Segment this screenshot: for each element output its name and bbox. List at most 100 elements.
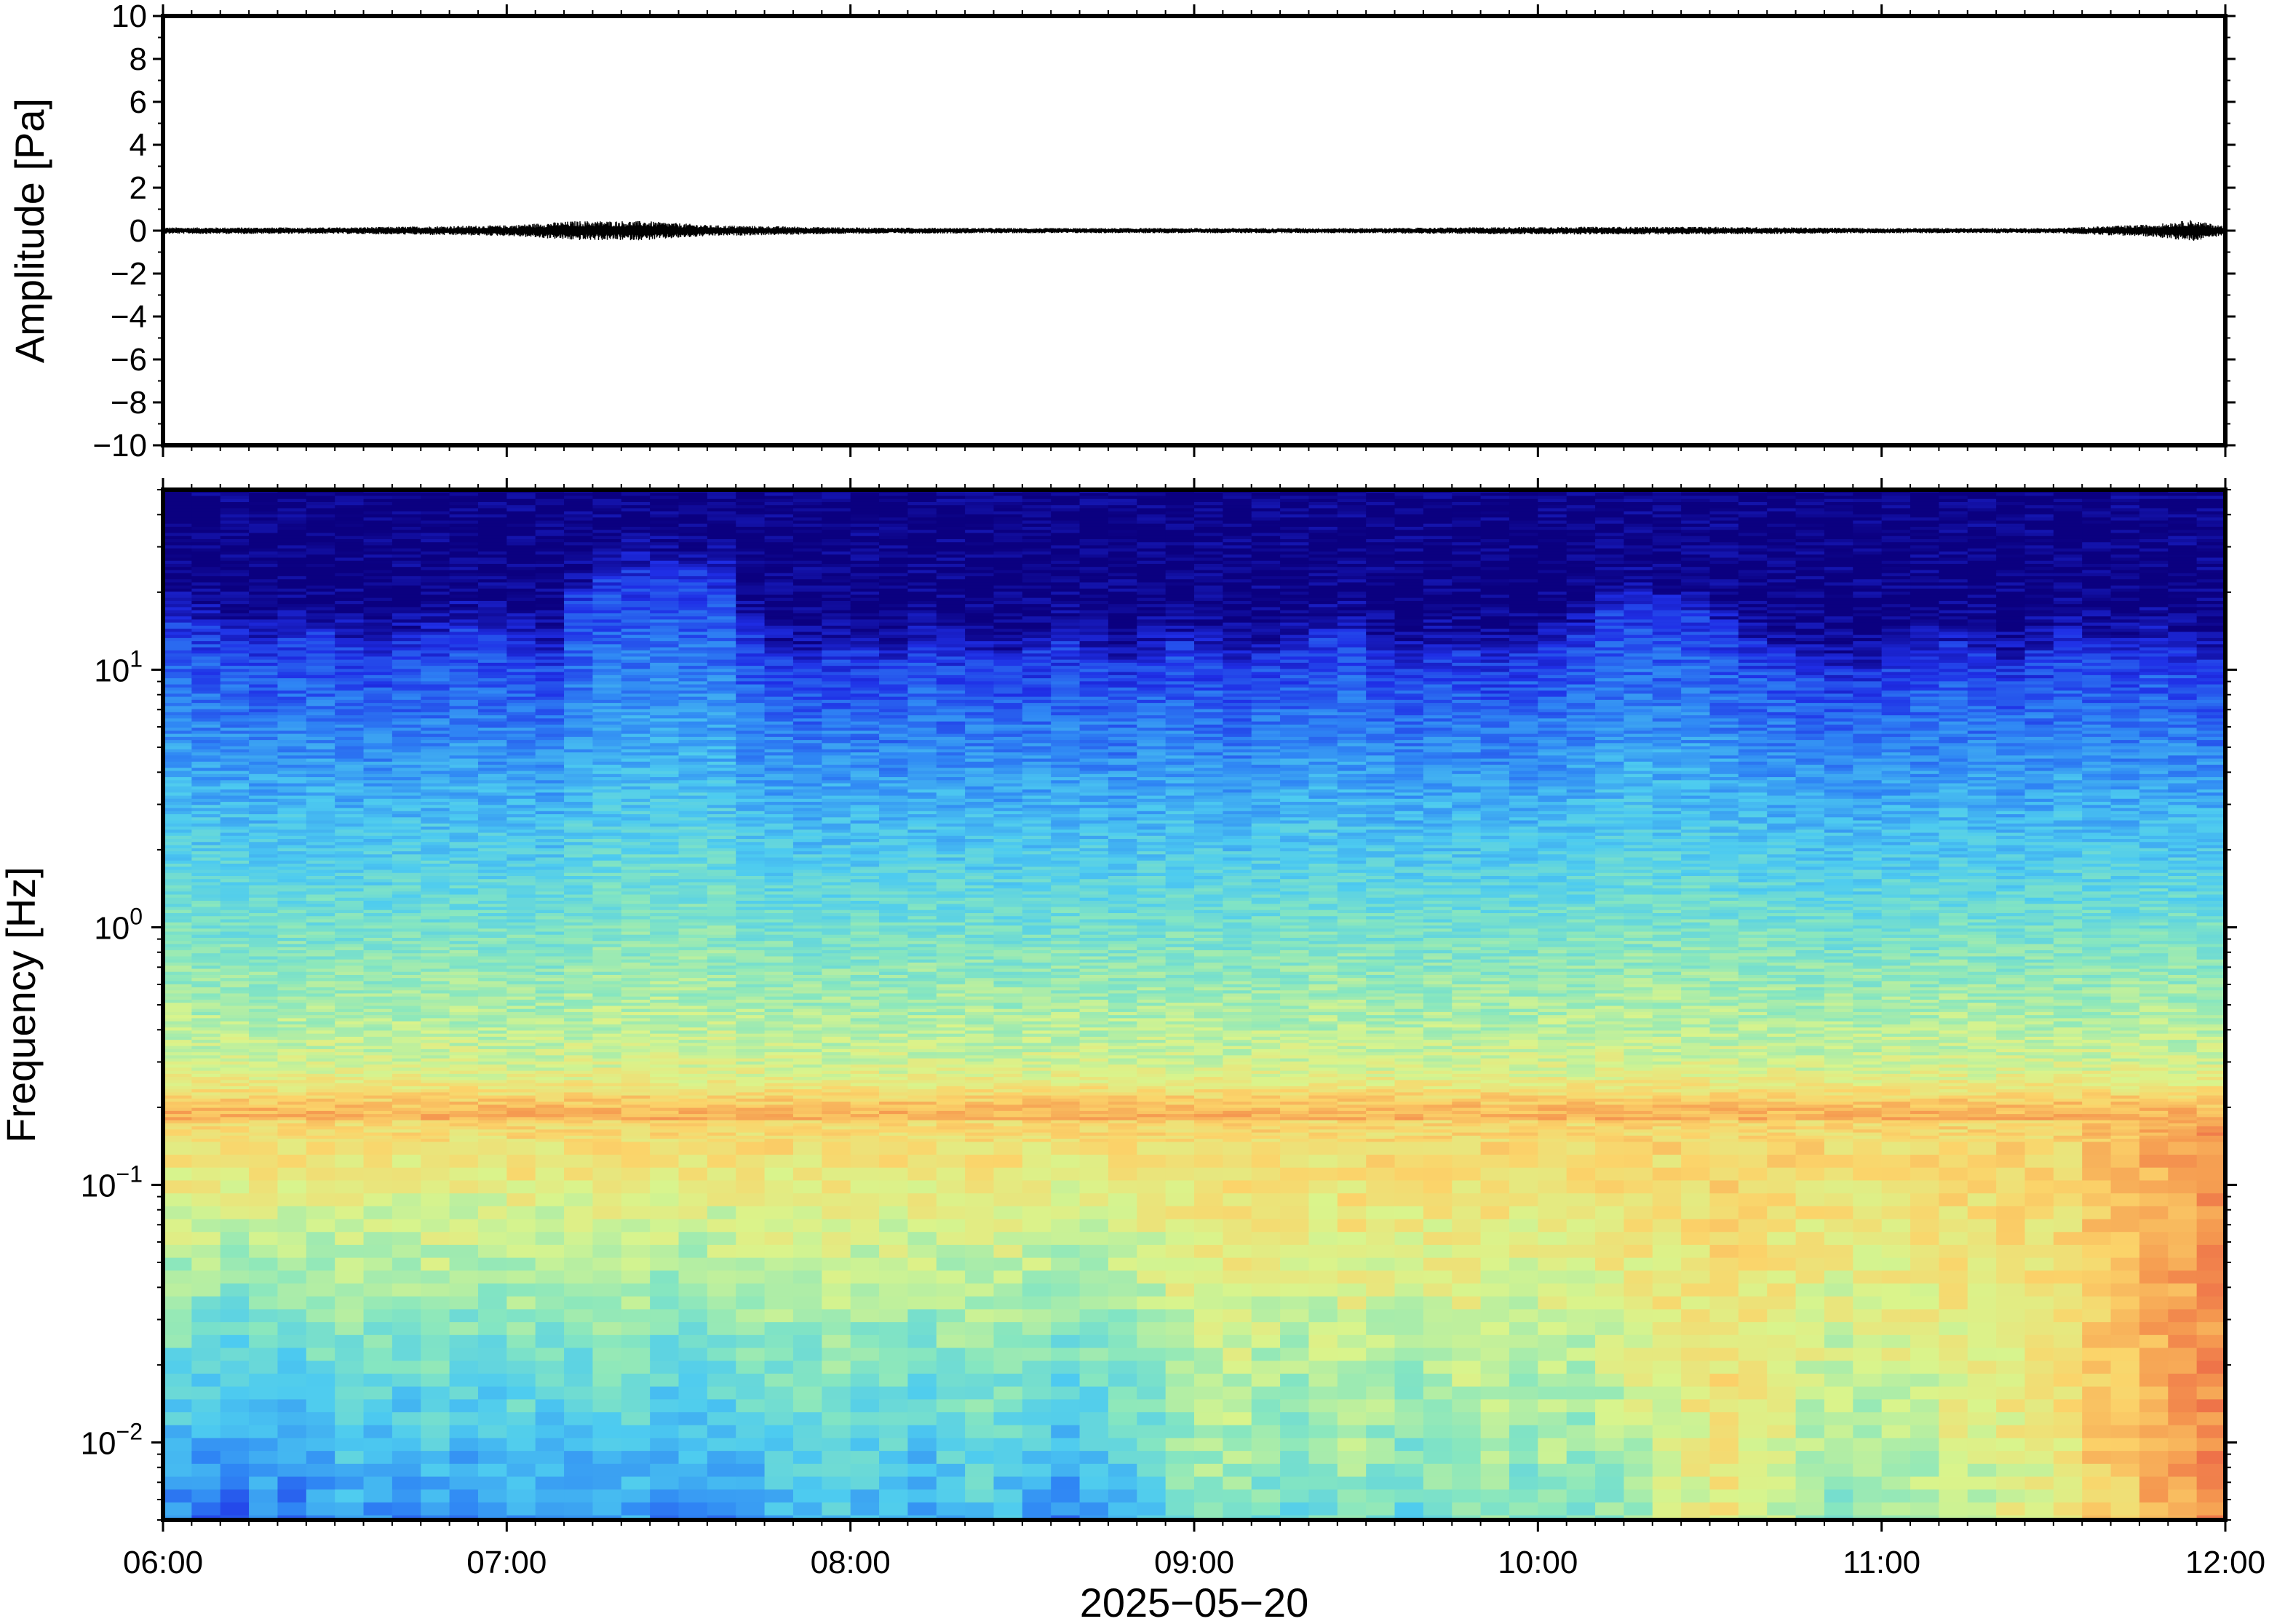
spectrogram-cell bbox=[535, 1058, 565, 1062]
spectrogram-cell bbox=[535, 981, 565, 985]
spectrogram-cell bbox=[277, 829, 307, 834]
spectrogram-cell bbox=[249, 656, 279, 661]
spectrogram-cell bbox=[564, 857, 594, 861]
spectrogram-cell bbox=[621, 622, 651, 626]
spectrogram-cell bbox=[249, 592, 279, 596]
spectrogram-cell bbox=[650, 724, 680, 728]
spectrogram-cell bbox=[363, 653, 393, 657]
spectrogram-cell bbox=[335, 616, 365, 621]
spectrogram-cell bbox=[621, 1110, 651, 1115]
spectrogram-cell bbox=[564, 1018, 594, 1022]
spectrogram-cell bbox=[477, 1040, 507, 1043]
spectrogram-cell bbox=[306, 798, 335, 803]
spectrogram-cell bbox=[592, 570, 622, 574]
spectrogram-cell bbox=[535, 752, 565, 756]
spectrogram-cell bbox=[163, 610, 192, 614]
spectrogram-cell bbox=[163, 582, 192, 586]
spectrogram-cell bbox=[392, 1030, 421, 1035]
spectrogram-cell bbox=[707, 542, 736, 546]
spectrogram-cell bbox=[421, 758, 450, 763]
spectrogram-cell bbox=[707, 709, 736, 713]
spectrogram-cell bbox=[449, 579, 479, 584]
spectrogram-cell bbox=[191, 740, 221, 744]
spectrogram-cell bbox=[707, 919, 736, 923]
spectrogram-cell bbox=[477, 1412, 507, 1426]
spectrogram-cell bbox=[650, 984, 680, 988]
spectrogram-cell bbox=[592, 1425, 622, 1439]
spectrogram-cell bbox=[392, 1361, 421, 1374]
spectrogram-cell bbox=[449, 662, 479, 666]
spectrogram-cell bbox=[191, 755, 221, 760]
spectrogram-cell bbox=[306, 1086, 335, 1090]
spectrogram-cell bbox=[535, 857, 565, 861]
spectrogram-cell bbox=[477, 771, 507, 775]
spectrogram-cell bbox=[506, 872, 536, 877]
spectrogram-cell bbox=[621, 629, 651, 633]
spectrogram-cell bbox=[535, 1011, 565, 1016]
spectrogram-cell bbox=[535, 576, 565, 580]
spectrogram-cell bbox=[363, 1104, 393, 1109]
spectrogram-cell bbox=[335, 582, 365, 586]
spectrogram-cell bbox=[335, 827, 365, 830]
spectrogram-cell bbox=[335, 968, 365, 973]
spectrogram-cell bbox=[564, 1334, 594, 1349]
spectrogram-cell bbox=[650, 928, 680, 933]
spectrogram-cell bbox=[277, 798, 307, 803]
spectrogram-cell bbox=[506, 656, 536, 661]
spectrogram-cell bbox=[707, 928, 736, 933]
spectrogram-cell bbox=[363, 666, 393, 669]
spectrogram-cell bbox=[306, 1055, 335, 1059]
spectrogram-cell bbox=[392, 597, 421, 602]
spectrogram-cell bbox=[535, 1270, 565, 1284]
spectrogram-cell bbox=[421, 971, 450, 976]
spectrogram-cell bbox=[678, 579, 708, 584]
spectrogram-cell bbox=[564, 1086, 594, 1090]
spectrogram-cell bbox=[707, 783, 736, 787]
spectrogram-cell bbox=[564, 876, 594, 880]
spectrogram-cell bbox=[306, 495, 335, 500]
spectrogram-cell bbox=[392, 669, 421, 673]
spectrogram-cell bbox=[421, 501, 450, 506]
spectrogram-cell bbox=[421, 947, 450, 951]
spectrogram-cell bbox=[392, 1077, 421, 1080]
spectrogram-cell bbox=[564, 533, 594, 537]
spectrogram-cell bbox=[277, 959, 307, 963]
spectrogram-cell bbox=[621, 1015, 651, 1019]
spectrogram-cell bbox=[506, 1110, 536, 1115]
spectrogram-cell bbox=[306, 597, 335, 602]
spectrogram-cell bbox=[506, 981, 536, 985]
spectrogram-cell bbox=[477, 1027, 507, 1031]
spectrogram-cell bbox=[335, 563, 365, 568]
spectrogram-cell bbox=[392, 937, 421, 942]
spectrogram-cell bbox=[535, 706, 565, 710]
spectrogram-cell bbox=[306, 944, 335, 948]
spectrogram-cell bbox=[506, 736, 536, 741]
spectrogram-cell bbox=[392, 771, 421, 775]
spectrogram-cell bbox=[306, 592, 335, 596]
spectrogram-cell bbox=[363, 576, 393, 580]
spectrogram-cell bbox=[191, 966, 221, 970]
spectrogram-cell bbox=[277, 634, 307, 639]
spectrogram-cell bbox=[392, 1064, 421, 1068]
spectrogram-cell bbox=[592, 904, 622, 908]
spectrogram-cell bbox=[506, 773, 536, 778]
spectrogram-cell bbox=[277, 706, 307, 710]
spectrogram-cell bbox=[535, 817, 565, 821]
spectrogram-cell bbox=[477, 987, 507, 991]
spectrogram-cell bbox=[363, 554, 393, 559]
spectrogram-cell bbox=[220, 592, 250, 596]
spectrogram-cell bbox=[564, 789, 594, 793]
spectrogram-cell bbox=[506, 1244, 536, 1259]
spectrogram-cell bbox=[621, 597, 651, 602]
spectrogram-cell bbox=[449, 771, 479, 775]
spectrogram-cell bbox=[191, 696, 221, 701]
spectrogram-cell bbox=[621, 1055, 651, 1059]
spectrogram-cell bbox=[421, 1244, 450, 1259]
spectrogram-cell bbox=[306, 733, 335, 738]
spectrogram-cell bbox=[363, 1030, 393, 1035]
spectrogram-cell bbox=[191, 693, 221, 698]
spectrogram-cell bbox=[220, 1296, 250, 1310]
spectrogram-cell bbox=[564, 922, 594, 926]
spectrogram-cell bbox=[191, 1129, 221, 1134]
spectrogram-cell bbox=[163, 1257, 192, 1271]
